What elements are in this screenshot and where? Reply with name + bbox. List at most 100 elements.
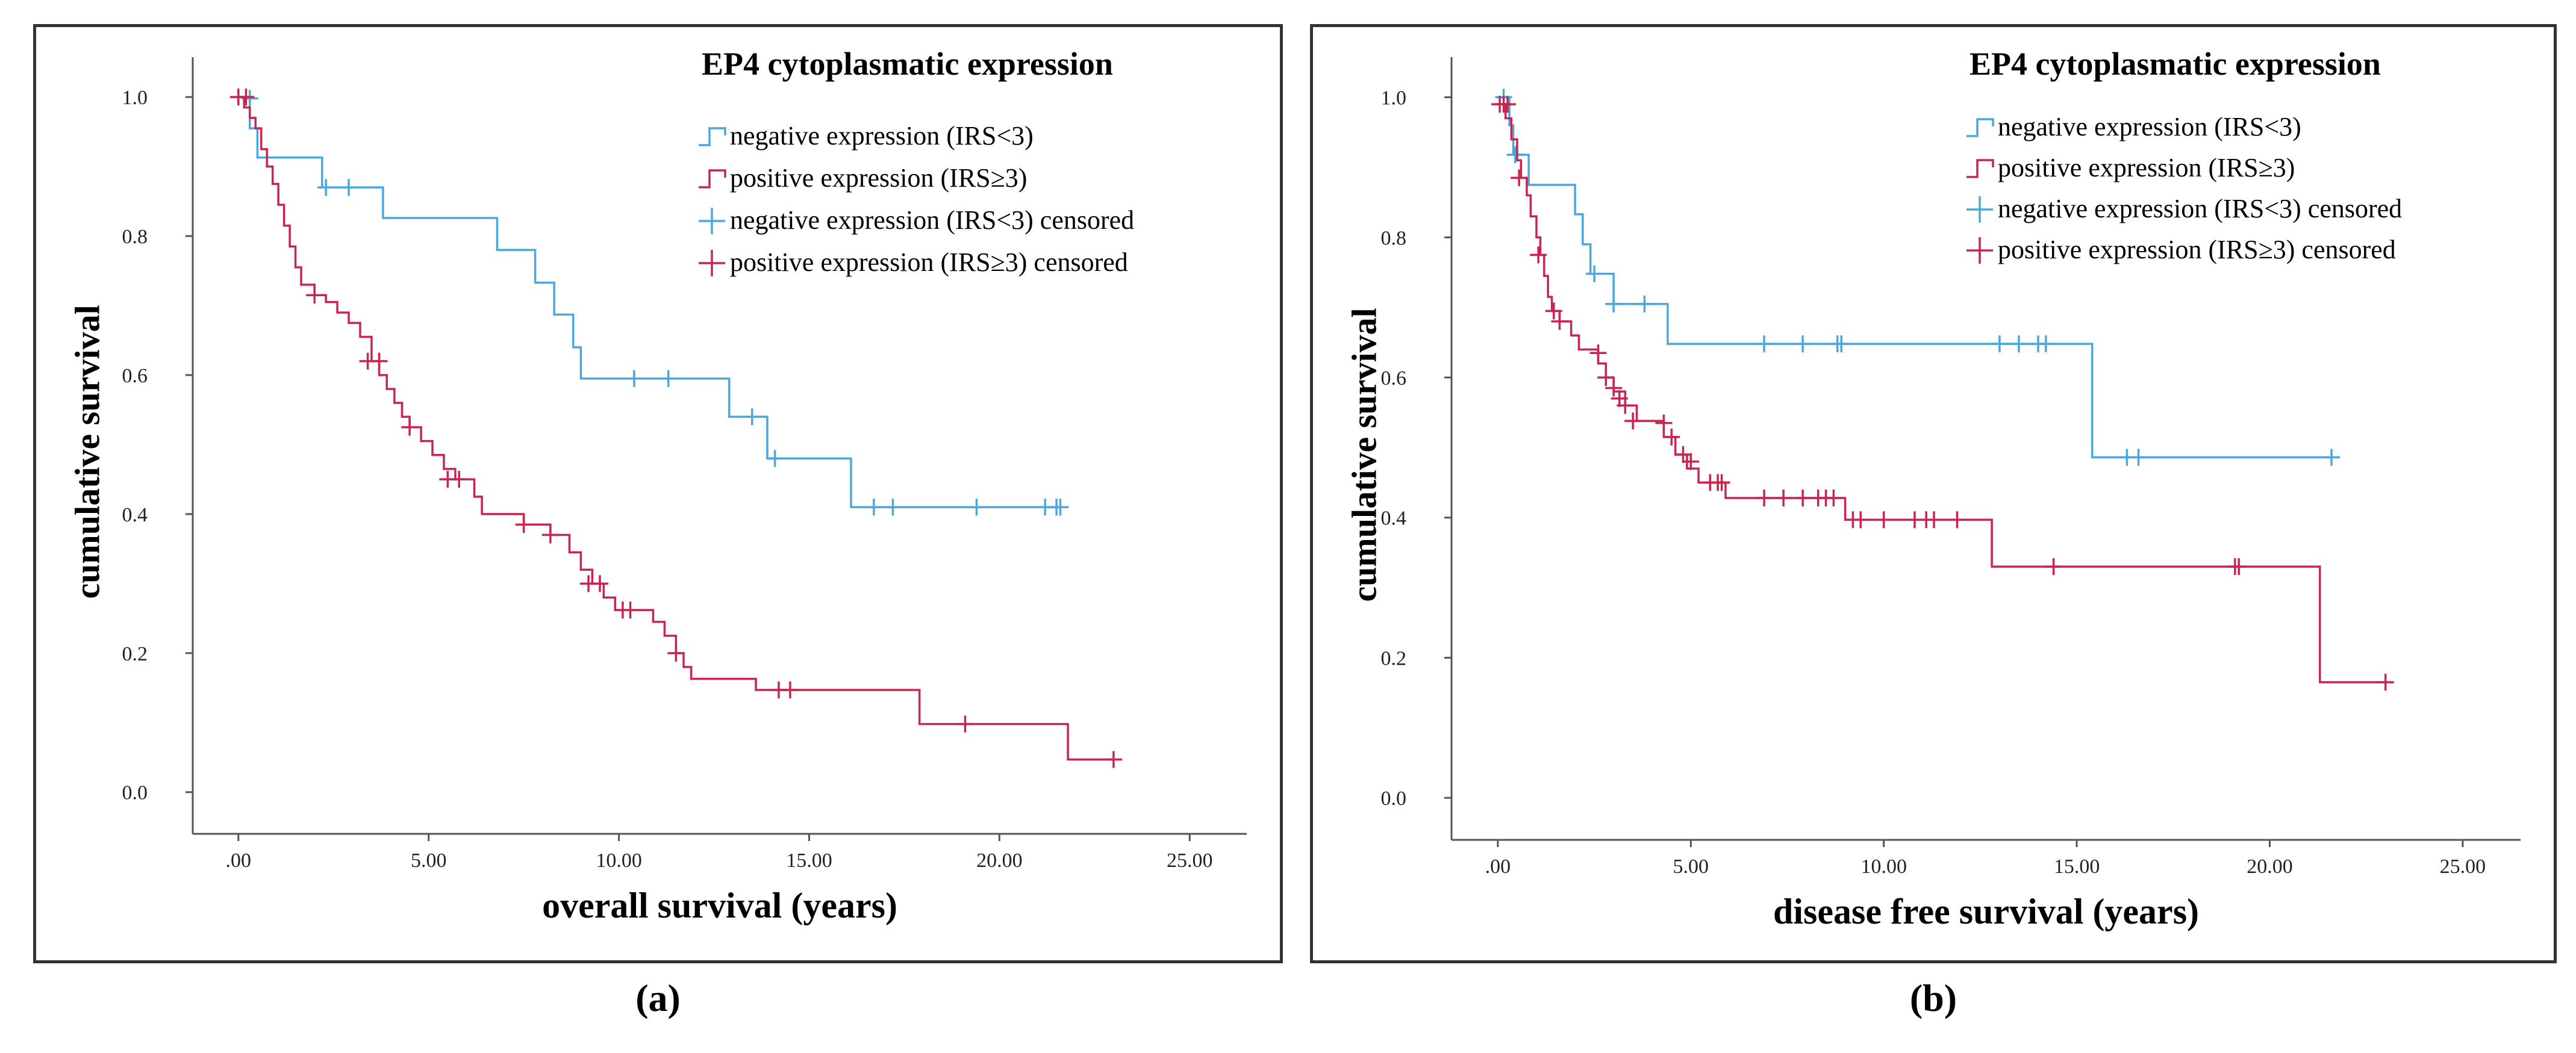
survival-curve-negative — [1497, 96, 2332, 459]
y-tick-label: 0.8 — [122, 226, 148, 248]
censor-mark — [622, 601, 639, 619]
censor-mark — [1052, 499, 1069, 516]
censor-mark — [2377, 674, 2394, 691]
censor-mark — [1663, 428, 1680, 446]
censor-mark — [1551, 312, 1568, 330]
censor-mark — [370, 352, 388, 370]
panel-a-frame: 0.0 0.2 0.4 0.6 0.8 1.0 .00 5.00 10.00 15.00 20.00… — [33, 24, 1283, 963]
censor-mark — [1605, 295, 1623, 312]
censor-mark — [1991, 335, 2008, 353]
censor-mark — [541, 526, 559, 544]
legend-swatch-negative — [1966, 196, 1993, 223]
legend-swatch-positive — [699, 169, 726, 188]
censor-mark — [1506, 146, 1524, 163]
censor-mark — [2130, 449, 2147, 466]
censor-mark — [1794, 335, 1812, 353]
censor-mark — [956, 715, 974, 733]
legend-swatch-negative — [699, 208, 725, 234]
chart-svg: 0.0 0.2 0.4 0.6 0.8 1.0 .00 5.00 10.00 15.00 20.00… — [1381, 57, 2521, 878]
censor-mark — [968, 499, 985, 516]
x-axis-title: disease free survival (years) — [1773, 892, 2200, 931]
censor-mark — [340, 179, 358, 196]
x-tick-label: 25.00 — [1167, 850, 1213, 872]
censor-mark — [1597, 369, 1615, 386]
y-tick-label: 0.2 — [122, 643, 148, 665]
legend-entry-positive: positive expression (IRS≥3) — [1998, 153, 2295, 182]
y-axis-title: cumulative survival — [1344, 307, 1384, 602]
censor-mark — [317, 179, 335, 196]
censor-mark — [1605, 379, 1623, 397]
y-tick-label: 1.0 — [1381, 87, 1407, 110]
censor-mark — [237, 89, 255, 106]
y-tick-label: 0.4 — [1381, 508, 1407, 530]
caption-a: (a) — [635, 977, 681, 1019]
censor-mark — [1875, 511, 1892, 529]
legend-entry-negative-censored: negative expression (IRS<3) censored — [1998, 194, 2403, 223]
y-tick-label: 0.4 — [122, 504, 148, 526]
censor-mark — [884, 499, 902, 516]
x-tick-label: 15.00 — [786, 850, 832, 872]
censor-mark — [1636, 295, 1653, 312]
censor-mark — [2323, 449, 2341, 466]
censor-mark — [1105, 751, 1122, 768]
censor-mark — [1756, 489, 1773, 507]
legend-swatch-negative — [1966, 118, 1994, 137]
legend-entry-negative: negative expression (IRS<3) — [1998, 112, 2301, 141]
legend-swatch-negative — [699, 127, 726, 146]
x-tick-label: 25.00 — [2440, 856, 2486, 878]
censor-mark — [1713, 474, 1730, 491]
x-tick-label: 10.00 — [596, 850, 642, 872]
censor-mark — [1586, 265, 1603, 282]
censor-mark — [1589, 344, 1607, 362]
censor-mark — [1545, 302, 1562, 320]
censor-mark — [1674, 446, 1692, 463]
caption-b: (b) — [1909, 977, 1957, 1019]
censor-mark — [1617, 397, 1634, 414]
censor-mark — [1530, 246, 1547, 264]
legend-entry-negative-censored: negative expression (IRS<3) censored — [730, 205, 1135, 235]
censor-mark — [1825, 489, 1842, 507]
x-tick-label: .00 — [226, 850, 252, 872]
censor-mark — [766, 450, 784, 467]
censor-mark — [1682, 453, 1700, 470]
censor-mark — [2037, 335, 2054, 353]
x-tick-label: 20.00 — [976, 850, 1023, 872]
censor-mark — [743, 408, 761, 426]
legend-swatch-positive — [1966, 237, 1993, 264]
censor-mark — [451, 471, 468, 488]
y-tick-label: 0.2 — [1381, 647, 1407, 669]
censor-mark — [781, 682, 799, 699]
censor-mark — [401, 418, 419, 436]
legend-entry-positive-censored: positive expression (IRS≥3) censored — [730, 247, 1128, 277]
x-tick-label: 5.00 — [411, 850, 447, 872]
legend-swatch-positive — [1966, 159, 1994, 178]
censor-mark — [1756, 335, 1773, 353]
legend-swatch-positive — [699, 250, 725, 276]
censor-mark — [1852, 511, 1870, 529]
censor-mark — [515, 516, 532, 533]
censor-mark — [1775, 489, 1792, 507]
censor-mark — [1925, 511, 1942, 529]
y-tick-label: 0.0 — [122, 782, 148, 804]
y-axis-title: cumulative survival — [67, 304, 107, 599]
y-tick-label: 0.8 — [1381, 227, 1407, 249]
panel-b-frame: 0.0 0.2 0.4 0.6 0.8 1.0 .00 5.00 10.00 15.00 20.00… — [1310, 24, 2557, 963]
censor-mark — [1511, 169, 1528, 187]
censor-mark — [625, 370, 643, 387]
legend-entry-negative: negative expression (IRS<3) — [730, 121, 1034, 151]
censor-mark — [591, 575, 608, 592]
y-tick-label: 0.6 — [122, 365, 148, 387]
survival-curve-positive — [1497, 103, 2386, 683]
legend-entry-positive-censored: positive expression (IRS≥3) censored — [1998, 235, 2396, 264]
x-tick-label: 15.00 — [2054, 856, 2100, 878]
censor-mark — [660, 370, 677, 387]
censor-mark — [1948, 511, 1966, 529]
censor-mark — [1833, 335, 1850, 353]
censor-mark — [1624, 412, 1642, 430]
censor-mark — [1499, 96, 1516, 113]
censor-mark — [2230, 558, 2248, 576]
x-tick-label: 20.00 — [2247, 856, 2293, 878]
legend-entry-positive: positive expression (IRS≥3) — [730, 163, 1028, 193]
y-tick-label: 1.0 — [122, 87, 148, 109]
censor-mark — [1655, 414, 1673, 432]
